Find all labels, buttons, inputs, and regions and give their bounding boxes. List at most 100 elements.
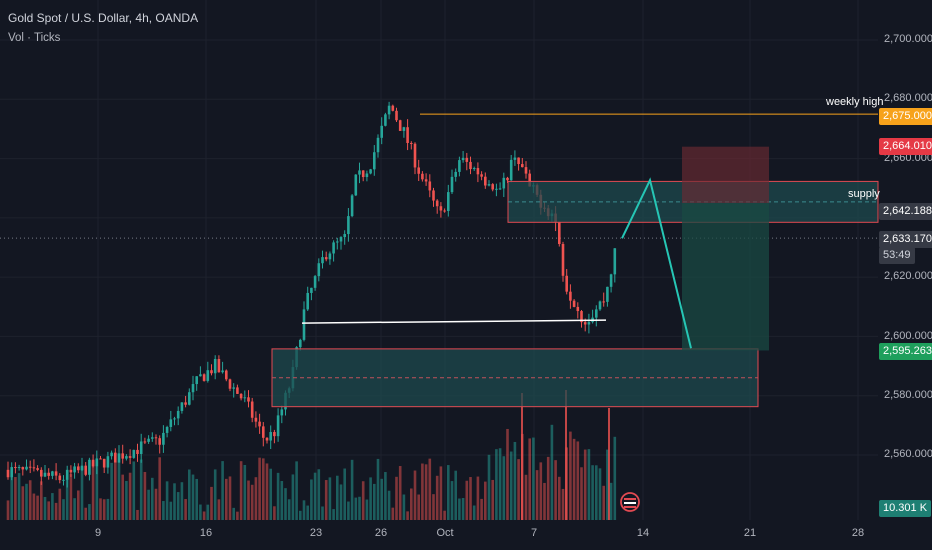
- replay-icon-bar: [624, 506, 636, 508]
- time-axis-label: 28: [851, 527, 865, 539]
- candle-body: [480, 174, 483, 177]
- candle-body: [321, 257, 324, 264]
- volume-bar: [454, 470, 457, 520]
- replay-icon-bar: [624, 502, 636, 504]
- volume-bar: [443, 510, 446, 520]
- volume-bar: [284, 488, 287, 520]
- volume-bar: [435, 475, 439, 520]
- candle-body: [225, 370, 228, 380]
- volume-bar: [173, 483, 176, 520]
- volume-bar: [151, 477, 154, 520]
- candle-body: [106, 456, 110, 468]
- volume-bar: [598, 468, 602, 520]
- candle-body: [454, 171, 457, 177]
- candle-body: [302, 309, 306, 340]
- candle-body: [421, 173, 424, 180]
- candle-body: [6, 469, 10, 478]
- candle-body: [339, 237, 343, 242]
- candle-body: [217, 358, 221, 373]
- volume-bars: [6, 390, 617, 520]
- time-axis-label: 26: [374, 527, 388, 539]
- candle-body: [169, 419, 173, 427]
- volume-bar: [558, 476, 561, 520]
- candle-body: [202, 374, 206, 381]
- candle-body: [354, 174, 358, 196]
- candle-body: [276, 415, 280, 437]
- candle-body: [236, 387, 239, 394]
- candle-body: [513, 157, 517, 160]
- volume-bar: [110, 462, 113, 520]
- volume-bar: [262, 458, 265, 520]
- volume-bar: [202, 511, 206, 520]
- volume-bar: [32, 493, 36, 520]
- candle-body: [54, 471, 58, 476]
- volume-bar: [395, 476, 398, 520]
- volume-bar: [176, 492, 180, 520]
- candle-body: [210, 370, 213, 374]
- candle-body: [458, 160, 461, 172]
- volume-bar: [69, 474, 73, 520]
- candle-body: [154, 437, 158, 439]
- candle-body: [476, 168, 480, 175]
- candle-body: [613, 248, 617, 275]
- candle-body: [117, 453, 121, 463]
- candle-body: [151, 437, 154, 439]
- volume-bar: [247, 480, 250, 520]
- candle-body: [369, 169, 372, 174]
- candle-body: [262, 426, 265, 438]
- volume-bar: [62, 499, 65, 520]
- candle-body: [121, 453, 124, 459]
- candle-body: [561, 243, 565, 276]
- volume-bar: [609, 482, 613, 520]
- volume-bar: [210, 486, 213, 520]
- supply-price-tag: 2,642.188: [879, 203, 932, 220]
- volume-bar: [428, 458, 432, 520]
- candle-body: [88, 459, 91, 475]
- candle-body: [361, 170, 365, 178]
- candle-body: [14, 467, 17, 469]
- volume-bar: [376, 458, 380, 520]
- volume-bar: [421, 463, 424, 520]
- candle-body: [58, 475, 62, 481]
- volume-bar: [165, 481, 169, 520]
- candle-body: [387, 105, 391, 115]
- volume-bar: [73, 498, 76, 520]
- volume-bar: [602, 485, 605, 520]
- candle-body: [269, 432, 272, 441]
- price-axis-label: 2,580.000: [884, 389, 932, 401]
- candle-body: [132, 449, 136, 458]
- volume-bar: [17, 473, 21, 520]
- volume-bar: [14, 477, 17, 520]
- volume-bar: [480, 498, 483, 520]
- volume-indicator-label[interactable]: Vol · Ticks: [8, 32, 61, 44]
- candle-body: [188, 392, 191, 405]
- volume-bar: [169, 501, 173, 520]
- candle-body: [365, 173, 369, 178]
- volume-bar: [502, 456, 506, 520]
- candle-body: [580, 311, 583, 323]
- volume-bar: [36, 495, 39, 520]
- candle-body: [343, 234, 346, 238]
- candle-body: [487, 184, 491, 186]
- candle-body: [413, 143, 417, 168]
- candle-body: [206, 370, 210, 381]
- candle-body: [99, 458, 102, 460]
- candle-body: [491, 184, 494, 190]
- weekly-high-label[interactable]: weekly high: [826, 96, 884, 108]
- projection-path: [621, 177, 692, 349]
- candle-body: [350, 195, 354, 217]
- volume-bar: [484, 481, 487, 520]
- candle-body: [80, 465, 84, 471]
- candle-body: [521, 164, 524, 168]
- volume-bar: [84, 507, 87, 520]
- candle-body: [484, 176, 487, 186]
- candle-body: [465, 157, 469, 162]
- volume-bar: [608, 408, 610, 520]
- volume-bar: [99, 498, 102, 520]
- candle-body: [336, 241, 339, 243]
- candle-body: [191, 384, 195, 393]
- supply-label[interactable]: supply: [848, 188, 880, 200]
- candle-body: [424, 179, 428, 182]
- volume-bar: [413, 470, 417, 520]
